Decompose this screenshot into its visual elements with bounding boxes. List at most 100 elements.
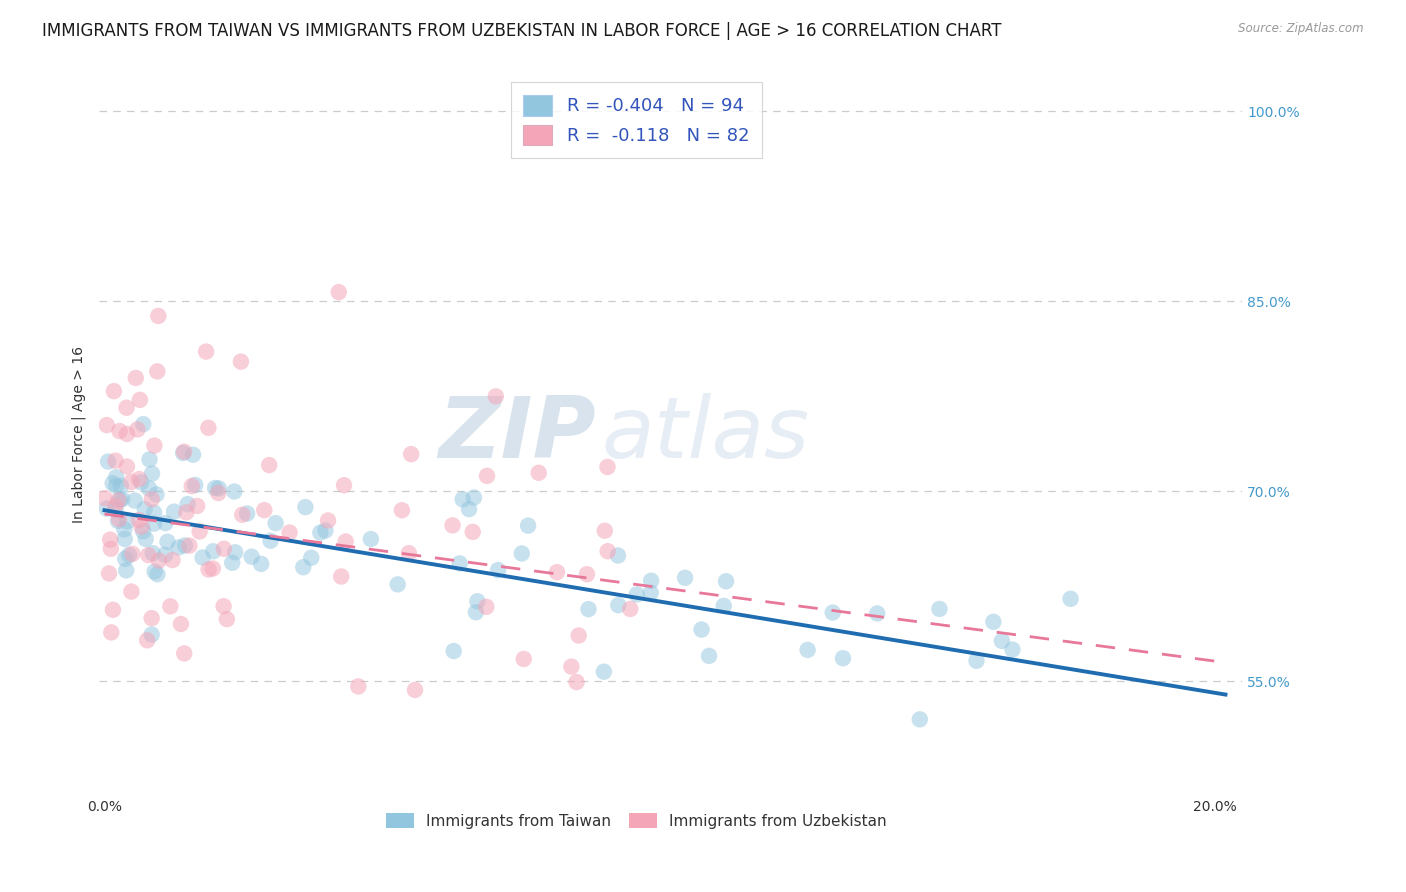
Point xyxy=(593,524,616,538)
Point xyxy=(866,607,889,621)
Point xyxy=(593,665,616,679)
Point xyxy=(141,611,163,625)
Point xyxy=(607,549,630,563)
Point xyxy=(527,466,550,480)
Point xyxy=(966,654,988,668)
Point xyxy=(908,712,931,726)
Point xyxy=(568,628,591,642)
Point xyxy=(1059,591,1081,606)
Point xyxy=(441,518,464,533)
Point xyxy=(186,499,208,513)
Point xyxy=(596,544,619,558)
Point xyxy=(333,478,356,492)
Point xyxy=(108,492,131,507)
Point xyxy=(107,493,129,508)
Point xyxy=(132,417,155,432)
Point xyxy=(197,421,219,435)
Point xyxy=(475,468,498,483)
Point xyxy=(191,550,214,565)
Point xyxy=(108,512,131,526)
Point xyxy=(148,309,170,323)
Point xyxy=(316,514,339,528)
Point xyxy=(347,680,370,694)
Point xyxy=(138,452,160,467)
Point xyxy=(928,602,950,616)
Point xyxy=(596,459,619,474)
Point xyxy=(156,534,179,549)
Point xyxy=(104,500,127,514)
Point xyxy=(212,599,235,614)
Point xyxy=(125,371,148,385)
Text: atlas: atlas xyxy=(602,392,810,475)
Point xyxy=(391,503,413,517)
Point xyxy=(207,486,229,500)
Point xyxy=(451,492,474,507)
Point xyxy=(97,454,120,468)
Point xyxy=(128,472,150,486)
Point xyxy=(467,594,489,608)
Point xyxy=(983,615,1005,629)
Point xyxy=(98,533,121,547)
Point xyxy=(115,563,138,577)
Point xyxy=(257,458,280,472)
Point xyxy=(264,516,287,531)
Point xyxy=(236,507,259,521)
Point xyxy=(105,479,128,493)
Point xyxy=(101,603,124,617)
Point xyxy=(292,560,315,574)
Point xyxy=(176,505,198,519)
Point xyxy=(167,541,190,555)
Point xyxy=(640,574,662,588)
Point xyxy=(449,557,471,571)
Point xyxy=(120,475,142,489)
Point xyxy=(461,524,484,539)
Legend: Immigrants from Taiwan, Immigrants from Uzbekistan: Immigrants from Taiwan, Immigrants from … xyxy=(380,806,893,835)
Point xyxy=(138,548,160,562)
Point xyxy=(145,487,167,501)
Point xyxy=(309,525,332,540)
Point xyxy=(278,525,301,540)
Point xyxy=(398,546,420,560)
Point xyxy=(714,574,737,589)
Point xyxy=(224,484,246,499)
Point xyxy=(215,612,238,626)
Point xyxy=(173,647,195,661)
Point xyxy=(475,599,498,614)
Point xyxy=(96,418,118,433)
Point xyxy=(153,548,176,562)
Point xyxy=(104,453,127,467)
Point xyxy=(104,503,127,517)
Point xyxy=(115,426,138,441)
Text: Source: ZipAtlas.com: Source: ZipAtlas.com xyxy=(1239,22,1364,36)
Point xyxy=(640,586,662,600)
Point xyxy=(174,538,197,552)
Point xyxy=(229,354,252,368)
Point xyxy=(796,643,818,657)
Point xyxy=(108,424,131,438)
Point xyxy=(173,444,195,458)
Point xyxy=(100,541,122,556)
Point xyxy=(713,599,735,613)
Point xyxy=(114,532,136,546)
Point xyxy=(159,599,181,614)
Point xyxy=(181,448,204,462)
Point xyxy=(314,524,336,538)
Point xyxy=(143,439,166,453)
Point xyxy=(180,479,202,493)
Point xyxy=(120,584,142,599)
Point xyxy=(172,446,194,460)
Point xyxy=(163,505,186,519)
Point xyxy=(626,587,648,601)
Point xyxy=(335,534,357,549)
Point xyxy=(112,522,135,536)
Point xyxy=(697,648,720,663)
Point xyxy=(142,546,165,560)
Point xyxy=(135,532,157,546)
Point xyxy=(127,422,149,436)
Point xyxy=(114,551,136,566)
Text: IMMIGRANTS FROM TAIWAN VS IMMIGRANTS FROM UZBEKISTAN IN LABOR FORCE | AGE > 16 C: IMMIGRANTS FROM TAIWAN VS IMMIGRANTS FRO… xyxy=(42,22,1001,40)
Point xyxy=(134,502,156,516)
Point xyxy=(299,550,322,565)
Point xyxy=(202,544,225,558)
Point xyxy=(170,617,193,632)
